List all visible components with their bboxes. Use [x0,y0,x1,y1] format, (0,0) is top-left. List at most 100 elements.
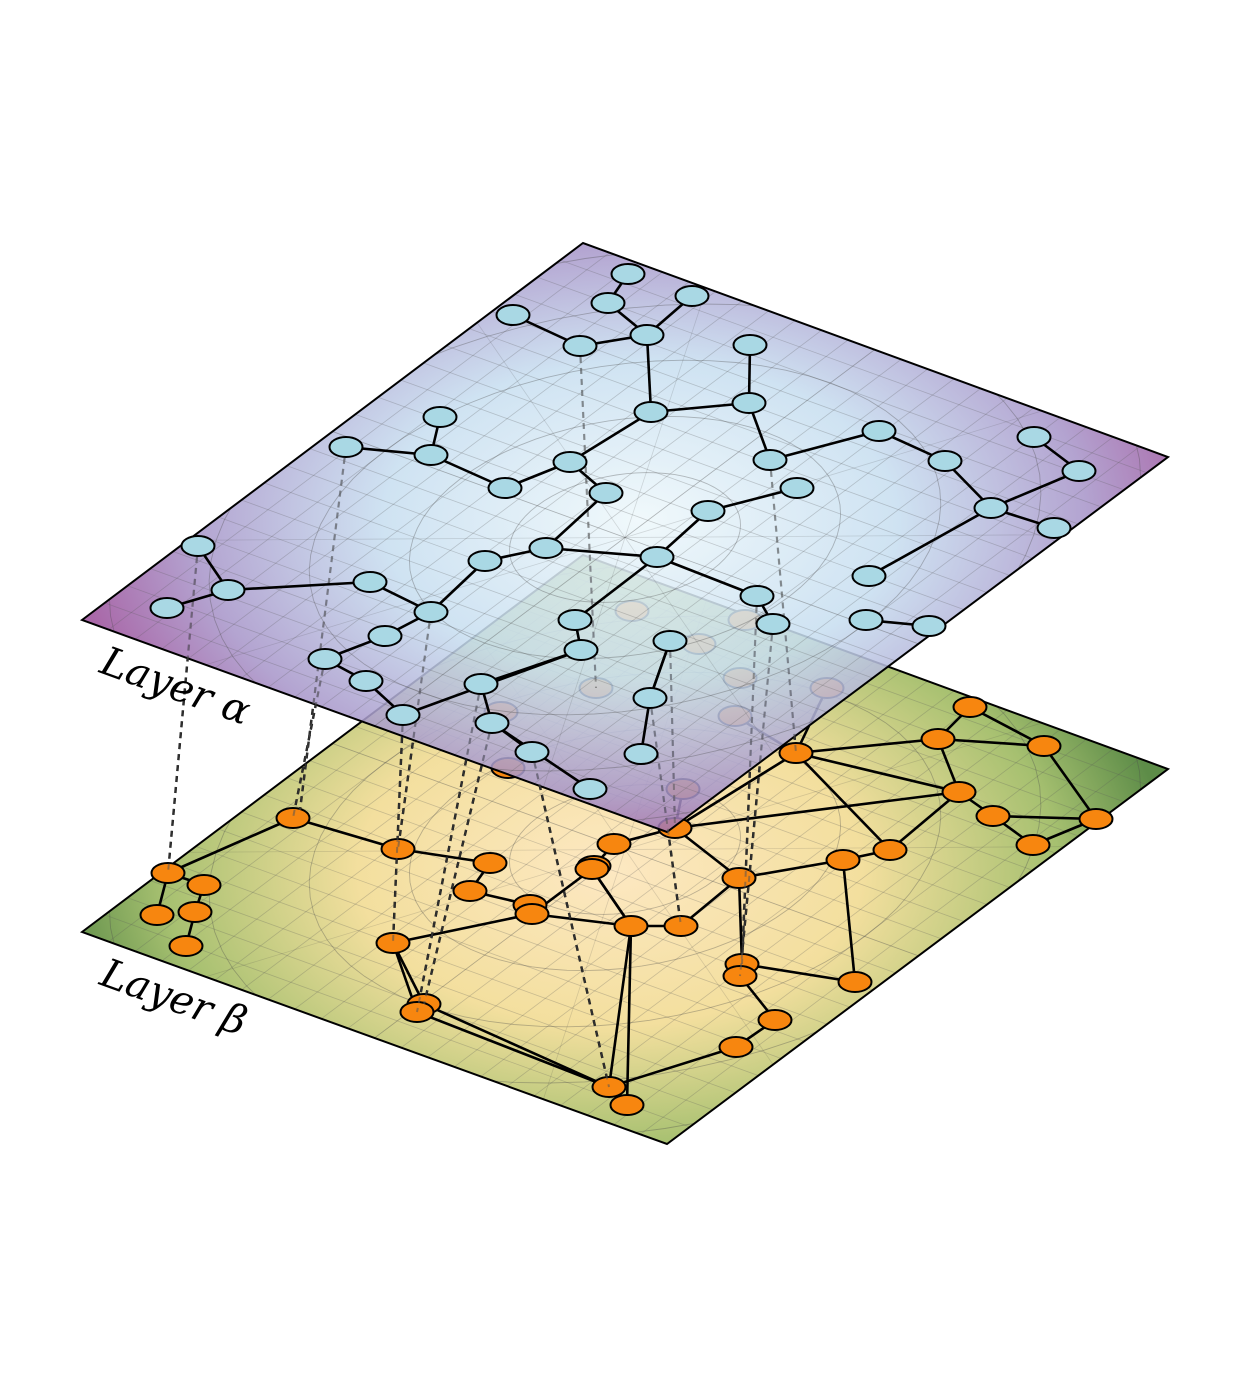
beta-edge [607,925,633,1088]
grid-line [195,533,781,747]
beta-node [472,852,508,874]
alpha-node [1036,517,1072,539]
grid-line [454,689,956,1068]
grid-line [640,757,1142,1135]
grid-line [332,431,918,644]
alpha-node [474,712,510,734]
grid-line [640,445,1142,823]
beta-edge [423,1002,610,1089]
beta-edge [674,751,797,830]
grid-line [286,777,873,991]
grid-line [214,290,717,669]
interlayer-link-through-plane [397,611,432,850]
beta-node [872,839,908,861]
interlayer-link-through-plane [292,658,326,819]
beta-edge [625,925,633,1106]
grid-line [560,728,1062,1106]
grid-line [188,281,690,659]
beta-node [825,849,861,871]
beta-node [920,728,956,750]
beta-node [718,1036,754,1058]
beta-node [452,880,488,902]
alpha-node [752,449,788,471]
grid-line [507,708,1009,1087]
alpha-node [590,292,626,314]
grid-line [267,310,770,688]
beta-edge [937,737,1045,748]
alpha-edge [868,506,992,578]
beta-node [952,696,988,718]
beta-node [975,805,1011,827]
beta-node [139,904,175,926]
alpha-node [632,687,668,709]
beta-node [1078,808,1114,830]
beta-edge [795,752,891,851]
interlayer-link-through-plane [579,345,597,689]
grid-line [480,387,983,765]
beta-node [177,901,213,923]
beta-edge [1042,745,1098,820]
beta-edge [738,858,844,880]
alpha-node [572,778,608,800]
grid-line [427,679,929,1058]
interlayer-link-through-plane [416,683,482,1013]
alpha-node [352,571,388,593]
beta-edge [795,751,960,794]
alpha-edge [545,492,607,549]
alpha-node [413,601,449,623]
grid-line [161,271,664,650]
grid-line [427,367,929,746]
beta-node [574,858,610,880]
beta-node [1015,834,1051,856]
alpha-node [639,546,675,568]
alpha-node [633,401,669,423]
beta-node [941,781,977,803]
beta-edge [889,791,960,851]
alpha-node [528,537,564,559]
interlayer-link-through-plane [769,459,797,754]
alpha-node [739,585,775,607]
alpha-node [848,609,884,631]
beta-edge [392,912,533,945]
alpha-node [652,630,688,652]
alpha-node [674,285,710,307]
alpha-node [690,500,726,522]
interlayer-link-through-plane [392,714,404,944]
beta-node [1026,735,1062,757]
alpha-node [732,334,768,356]
beta-node [275,807,311,829]
grid-line [195,845,781,1059]
alpha-node [487,477,523,499]
alpha-edge [545,546,658,559]
grid-line [355,725,941,939]
alpha-edge [990,469,1080,510]
grid-line [586,737,1089,1116]
beta-node [837,971,873,993]
interlayer-link-through-plane [669,640,676,829]
beta-node [609,1094,645,1116]
alpha-node [973,497,1009,519]
alpha-node [731,392,767,414]
grid-line [514,294,1100,507]
beta-node [778,742,814,764]
beta-edge [674,790,960,830]
grid-line [218,828,804,1042]
alpha-node [557,609,593,631]
beta-node [721,867,757,889]
alpha-edge [569,410,652,464]
beta-node [186,874,222,896]
beta-node [514,903,550,925]
alpha-node [851,565,887,587]
alpha-node [307,648,343,670]
beta-edge [608,1045,737,1089]
grid-line [172,863,759,1076]
grid-line [321,329,823,708]
beta-node [150,862,186,884]
grid-line [264,482,850,696]
grid-line [355,413,941,627]
alpha-edge [769,429,880,462]
grid-line [586,425,1089,804]
alpha-node [861,420,897,442]
interlayer-link-through-plane [531,751,610,1088]
interlayer-link-through-plane [423,722,493,1005]
